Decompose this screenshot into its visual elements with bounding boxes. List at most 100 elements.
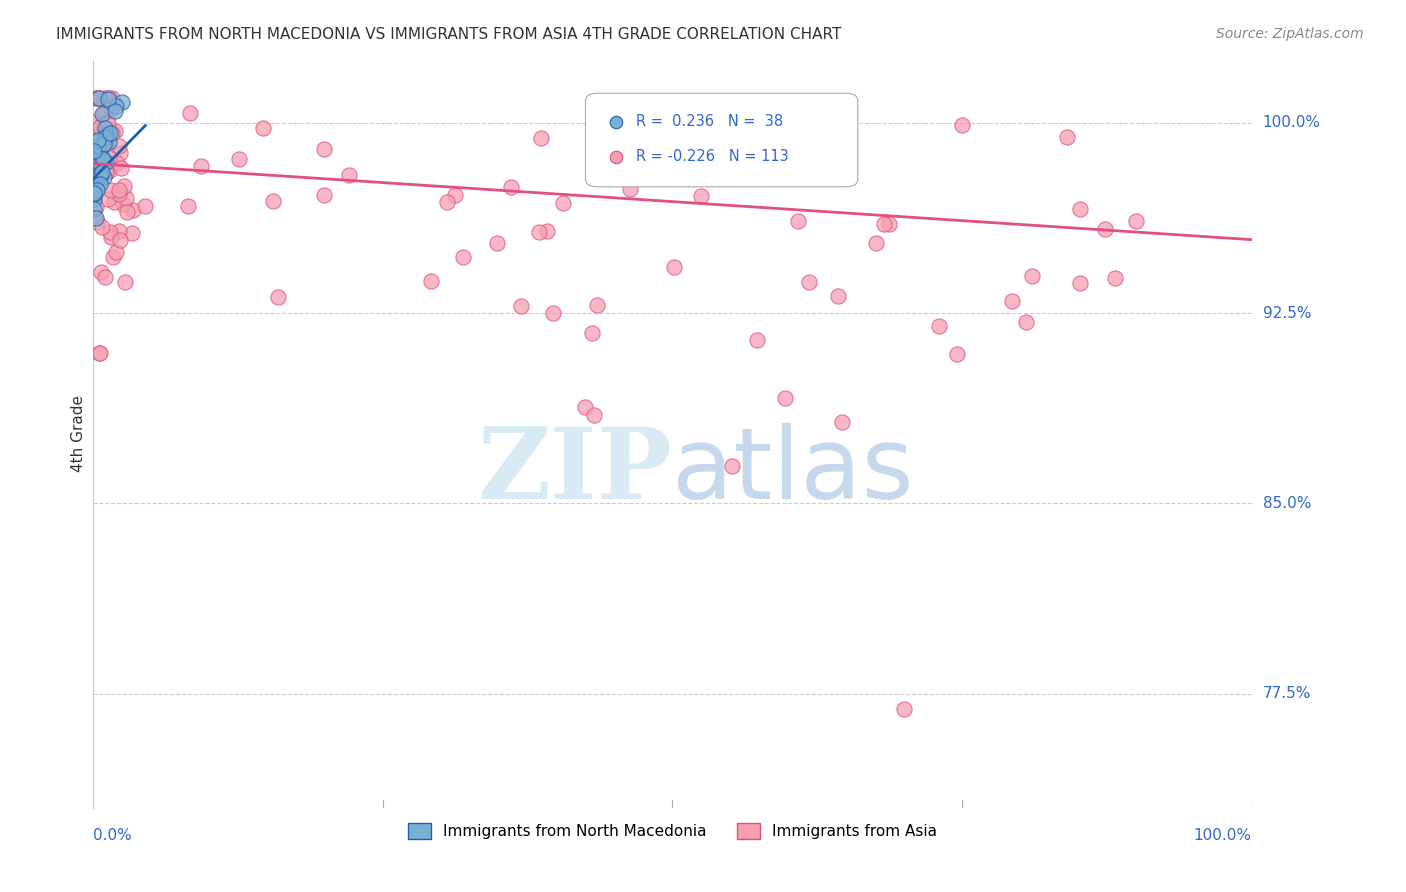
pink bbox=[104, 124, 127, 138]
pink bbox=[865, 235, 887, 250]
blue bbox=[94, 128, 117, 143]
pink bbox=[530, 130, 553, 145]
pink bbox=[93, 106, 115, 120]
pink bbox=[98, 90, 121, 104]
Legend: Immigrants from North Macedonia, Immigrants from Asia: Immigrants from North Macedonia, Immigra… bbox=[402, 817, 943, 845]
blue bbox=[90, 165, 112, 179]
pink bbox=[90, 147, 112, 161]
pink bbox=[179, 105, 201, 120]
blue bbox=[91, 139, 114, 153]
pink bbox=[101, 126, 124, 140]
blue bbox=[91, 152, 114, 166]
pink bbox=[1021, 269, 1043, 284]
pink bbox=[1069, 202, 1091, 216]
pink bbox=[773, 392, 796, 406]
Text: R = -0.226   N = 113: R = -0.226 N = 113 bbox=[637, 149, 789, 164]
pink bbox=[100, 183, 122, 197]
pink bbox=[721, 458, 744, 473]
blue bbox=[87, 133, 110, 147]
pink bbox=[108, 146, 131, 161]
Text: R =  0.236   N =  38: R = 0.236 N = 38 bbox=[637, 114, 783, 129]
pink bbox=[94, 90, 117, 104]
Text: ZIP: ZIP bbox=[478, 423, 672, 519]
blue bbox=[83, 145, 105, 159]
pink bbox=[509, 299, 531, 313]
pink bbox=[97, 151, 120, 165]
blue bbox=[86, 183, 108, 197]
pink bbox=[111, 197, 134, 211]
Text: atlas: atlas bbox=[672, 423, 914, 519]
Text: 100.0%: 100.0% bbox=[1194, 828, 1251, 843]
pink bbox=[87, 91, 110, 105]
pink bbox=[1015, 315, 1038, 329]
pink bbox=[582, 408, 605, 422]
pink bbox=[87, 120, 110, 135]
pink bbox=[83, 128, 105, 143]
Point bbox=[605, 326, 627, 341]
pink bbox=[94, 165, 117, 179]
blue bbox=[97, 92, 120, 106]
pink bbox=[87, 345, 110, 359]
Text: 92.5%: 92.5% bbox=[1263, 306, 1312, 321]
blue bbox=[84, 181, 107, 195]
blue bbox=[96, 128, 118, 142]
pink bbox=[252, 121, 274, 136]
pink bbox=[84, 115, 107, 129]
pink bbox=[83, 172, 105, 186]
pink bbox=[499, 180, 522, 194]
pink bbox=[689, 188, 711, 202]
pink bbox=[114, 275, 136, 289]
Text: 0.0%: 0.0% bbox=[93, 828, 132, 843]
pink bbox=[89, 120, 111, 134]
pink bbox=[536, 224, 558, 238]
pink bbox=[676, 166, 699, 180]
blue bbox=[83, 187, 105, 202]
pink bbox=[105, 245, 128, 260]
pink bbox=[893, 702, 915, 716]
blue bbox=[93, 170, 115, 185]
pink bbox=[91, 220, 114, 235]
pink bbox=[541, 306, 564, 320]
pink bbox=[444, 188, 467, 202]
pink bbox=[96, 192, 118, 206]
blue bbox=[87, 90, 110, 104]
pink bbox=[551, 195, 574, 210]
pink bbox=[107, 187, 129, 202]
pink bbox=[93, 269, 115, 284]
blue bbox=[98, 126, 121, 140]
pink bbox=[262, 194, 284, 208]
blue bbox=[83, 192, 105, 206]
blue bbox=[83, 153, 105, 168]
pink bbox=[799, 275, 821, 289]
blue bbox=[97, 136, 120, 150]
pink bbox=[94, 90, 117, 104]
blue bbox=[89, 145, 111, 159]
pink bbox=[100, 229, 122, 244]
pink bbox=[101, 250, 124, 264]
pink bbox=[419, 274, 441, 288]
blue bbox=[104, 104, 127, 119]
pink bbox=[84, 200, 107, 214]
blue bbox=[84, 134, 107, 148]
pink bbox=[946, 347, 969, 361]
pink bbox=[527, 225, 550, 239]
pink bbox=[879, 218, 901, 232]
pink bbox=[267, 290, 290, 304]
blue bbox=[110, 95, 132, 109]
pink bbox=[586, 297, 609, 311]
pink bbox=[89, 346, 111, 360]
blue bbox=[83, 186, 105, 201]
pink bbox=[94, 135, 117, 149]
pink bbox=[190, 160, 212, 174]
pink bbox=[86, 90, 108, 104]
Text: Source: ZipAtlas.com: Source: ZipAtlas.com bbox=[1216, 27, 1364, 41]
pink bbox=[177, 199, 200, 213]
Text: 85.0%: 85.0% bbox=[1263, 496, 1310, 511]
pink bbox=[86, 215, 108, 229]
pink bbox=[574, 400, 596, 414]
blue bbox=[89, 162, 111, 177]
pink bbox=[96, 115, 118, 129]
pink bbox=[312, 188, 335, 202]
pink bbox=[91, 153, 114, 168]
pink bbox=[90, 265, 112, 279]
